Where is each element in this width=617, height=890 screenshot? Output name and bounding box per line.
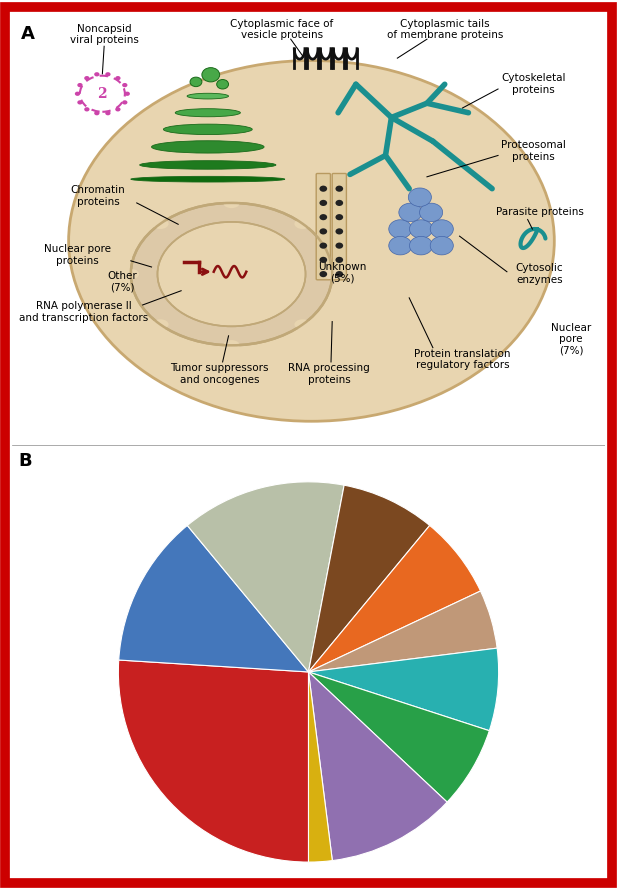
Ellipse shape [139, 161, 276, 169]
Text: Cytoskeletal
proteins: Cytoskeletal proteins [502, 74, 566, 95]
Text: A: A [21, 25, 35, 43]
Ellipse shape [223, 198, 240, 208]
Circle shape [389, 220, 412, 239]
Circle shape [115, 76, 120, 80]
Circle shape [190, 77, 202, 86]
Text: Nuclear
pore
(7%): Nuclear pore (7%) [551, 322, 591, 356]
Circle shape [420, 203, 442, 222]
Text: B: B [19, 451, 32, 470]
Circle shape [336, 229, 343, 234]
Ellipse shape [68, 61, 554, 421]
Wedge shape [308, 485, 429, 672]
Wedge shape [308, 525, 481, 672]
Ellipse shape [175, 109, 241, 117]
Circle shape [125, 92, 130, 96]
Text: Nuclear pore
proteins: Nuclear pore proteins [44, 245, 111, 266]
FancyBboxPatch shape [316, 174, 331, 279]
Ellipse shape [131, 203, 332, 345]
Bar [533, 318, 558, 342]
Wedge shape [308, 672, 333, 862]
Ellipse shape [187, 93, 228, 99]
Ellipse shape [294, 219, 311, 229]
Circle shape [336, 257, 343, 263]
Circle shape [430, 237, 453, 255]
Text: Other
(7%): Other (7%) [107, 271, 137, 293]
Wedge shape [308, 672, 447, 861]
Ellipse shape [152, 320, 168, 329]
Text: RNA polymerase II
and transcription factors: RNA polymerase II and transcription fact… [19, 302, 148, 323]
Text: 2: 2 [97, 86, 107, 101]
Ellipse shape [152, 219, 168, 229]
Ellipse shape [123, 269, 139, 279]
FancyBboxPatch shape [332, 174, 346, 279]
Ellipse shape [131, 176, 285, 182]
Circle shape [122, 101, 128, 104]
Text: Cytoplasmic face of
vesicle proteins: Cytoplasmic face of vesicle proteins [230, 19, 333, 40]
Circle shape [77, 101, 83, 104]
Circle shape [410, 237, 433, 255]
Circle shape [320, 186, 327, 191]
Circle shape [320, 229, 327, 234]
Wedge shape [308, 672, 489, 802]
Circle shape [75, 92, 80, 96]
Ellipse shape [294, 320, 311, 329]
Circle shape [336, 200, 343, 206]
Wedge shape [118, 525, 308, 672]
Circle shape [202, 68, 220, 82]
Circle shape [320, 200, 327, 206]
Circle shape [106, 111, 110, 116]
Circle shape [336, 243, 343, 248]
Circle shape [410, 220, 433, 239]
Circle shape [408, 188, 431, 206]
Circle shape [320, 257, 327, 263]
Circle shape [399, 203, 422, 222]
Ellipse shape [324, 269, 341, 279]
Circle shape [389, 237, 412, 255]
Text: Cytoplasmic tails
of membrane proteins: Cytoplasmic tails of membrane proteins [386, 19, 503, 40]
Circle shape [336, 186, 343, 191]
Ellipse shape [223, 340, 240, 351]
Wedge shape [118, 660, 308, 862]
Wedge shape [188, 481, 344, 672]
Circle shape [336, 214, 343, 220]
Text: Proteosomal
proteins: Proteosomal proteins [501, 140, 566, 161]
Text: Unknown
(5%): Unknown (5%) [318, 262, 367, 283]
Wedge shape [308, 591, 497, 672]
Circle shape [217, 79, 228, 89]
Circle shape [336, 271, 343, 277]
Ellipse shape [164, 124, 252, 134]
Text: Tumor suppressors
and oncogenes: Tumor suppressors and oncogenes [170, 363, 269, 384]
Circle shape [122, 83, 128, 87]
Ellipse shape [157, 222, 305, 327]
Circle shape [77, 83, 83, 87]
Text: Parasite proteins: Parasite proteins [495, 207, 584, 217]
Text: Noncapsid
viral proteins: Noncapsid viral proteins [70, 24, 139, 45]
Circle shape [84, 107, 89, 111]
Circle shape [115, 107, 120, 111]
Circle shape [94, 111, 99, 116]
Wedge shape [308, 648, 499, 731]
Text: RNA processing
proteins: RNA processing proteins [288, 363, 370, 384]
Circle shape [106, 72, 110, 77]
Bar [308, 260, 333, 285]
Circle shape [84, 76, 89, 80]
Text: Chromatin
proteins: Chromatin proteins [71, 185, 126, 206]
Text: Cytosolic
enzymes: Cytosolic enzymes [516, 263, 563, 285]
Circle shape [320, 243, 327, 248]
Ellipse shape [152, 141, 264, 153]
Text: Protein translation
regulatory factors: Protein translation regulatory factors [414, 349, 511, 370]
Circle shape [94, 72, 99, 77]
Circle shape [430, 220, 453, 239]
Circle shape [320, 271, 327, 277]
Circle shape [320, 214, 327, 220]
Bar [86, 270, 111, 295]
